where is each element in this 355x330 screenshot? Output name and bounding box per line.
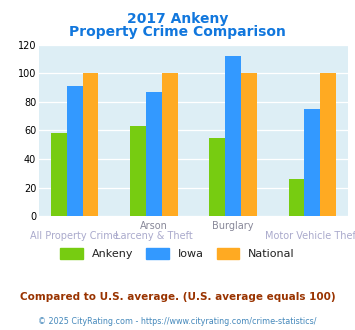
Text: © 2025 CityRating.com - https://www.cityrating.com/crime-statistics/: © 2025 CityRating.com - https://www.city… [38,317,317,326]
Bar [146,92,162,216]
Bar [83,73,98,216]
Bar [162,73,178,216]
Text: Burglary: Burglary [212,221,254,231]
Bar [304,109,320,216]
Bar [51,133,67,216]
Text: Arson: Arson [140,221,168,231]
Bar [225,56,241,216]
Bar [130,126,146,216]
Bar [209,138,225,216]
Text: 2017 Ankeny: 2017 Ankeny [127,12,228,25]
Bar [320,73,336,216]
Text: Compared to U.S. average. (U.S. average equals 100): Compared to U.S. average. (U.S. average … [20,292,335,302]
Bar [67,86,83,216]
Bar [241,73,257,216]
Bar [289,179,304,216]
Text: All Property Crime: All Property Crime [30,231,119,241]
Text: Larceny & Theft: Larceny & Theft [115,231,193,241]
Text: Property Crime Comparison: Property Crime Comparison [69,25,286,39]
Legend: Ankeny, Iowa, National: Ankeny, Iowa, National [56,243,299,263]
Text: Motor Vehicle Theft: Motor Vehicle Theft [265,231,355,241]
